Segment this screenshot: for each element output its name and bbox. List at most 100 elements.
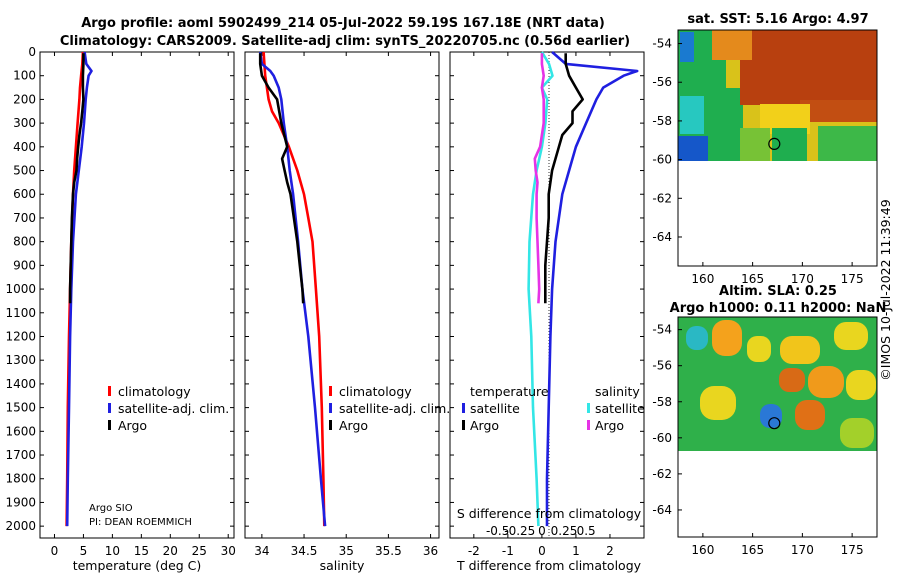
figure-title-line2: Climatology: CARS2009. Satellite-adj cli… [60,34,630,49]
legend-satellite-label: satellite-adj. clim. [339,401,450,416]
legend-t-satellite-marker [462,403,465,413]
series-line-s-argo [533,53,546,304]
x-tick-label: 10 [105,544,120,558]
x-tick-label: -1 [502,544,514,558]
y-tick-label: 1800 [5,472,36,486]
s-tick-label: 0 [538,524,546,538]
salinity-legend: climatology satellite-adj. clim. Argo [329,384,450,433]
legend-argo-marker [329,420,332,430]
credit-line2: PI: DEAN ROEMMICH [89,517,192,528]
y-tick-label: 2000 [5,519,36,533]
salinity-axes [244,51,440,539]
temperature-xlabel: temperature (deg C) [73,558,202,573]
sla-map-title-line2: Argo h1000: 0.11 h2000: NaN [670,301,887,316]
sst-region [800,100,877,122]
y-tick-label: 100 [13,69,36,83]
map-x-tick-label: 170 [791,543,814,557]
sst-heatmap [678,30,877,161]
sla-region [712,320,742,356]
y-tick-label: 1500 [5,401,36,415]
sla-map-ticks: 160 165 170 175 -54 -56 -58 -60 -62 -64 [652,323,863,557]
difference-ticks: -2 -1 0 1 2 -0.5-0.25 0 0.25 0.5 [450,51,644,558]
credit-line1: Argo SIO [89,503,133,514]
y-tick-label: 1400 [5,377,36,391]
s-tick-label: -0.25 [504,524,535,538]
x-tick-label: 0 [538,544,546,558]
legend-climatology-marker [108,386,111,396]
map-y-tick-label: -64 [652,230,672,244]
sla-map-panel: Altim. SLA: 0.25 Argo h1000: 0.11 h2000:… [652,284,886,557]
x-tick-label: 35 [339,544,354,558]
legend-argo-label: Argo [339,418,368,433]
sst-region [680,32,694,62]
temperature-ticks: 0 5 10 15 20 25 300100200300400500600700800900… [5,45,235,558]
y-tick-label: 1600 [5,424,36,438]
y-tick-label: 1700 [5,448,36,462]
x-tick-label: 34 [254,544,269,558]
salinity-lines [258,51,327,527]
x-tick-label: 30 [221,544,236,558]
sla-region [747,336,771,362]
difference-legend: temperature satellite Argo salinity sate… [462,384,645,433]
temperature-panel: 0 5 10 15 20 25 300100200300400500600700800900… [5,45,235,573]
difference-panel: -2 -1 0 1 2 -0.5-0.25 0 0.25 0.5 T difference fr… [449,51,645,573]
sst-map-axes [677,29,878,267]
sla-region [686,326,708,350]
legend-argo-label: Argo [118,418,147,433]
sst-region [818,126,877,161]
y-tick-label: 1000 [5,282,36,296]
sla-region [795,400,825,430]
sst-region [712,30,752,60]
sla-map-title-line1: Altim. SLA: 0.25 [719,284,837,299]
legend-satellite-marker [329,403,332,413]
x-tick-label: 1 [572,544,580,558]
series-line-satellite-adj-clim [65,51,93,527]
map-y-tick-label: -58 [652,114,672,128]
difference-lines [527,51,639,527]
sst-region [772,128,807,161]
temperature-legend: climatology satellite-adj. clim. Argo [108,384,229,433]
legend-t-satellite-label: satellite [470,401,520,416]
difference-axes [449,51,645,539]
map-y-tick-label: -62 [652,191,672,205]
map-y-tick-label: -58 [652,395,672,409]
sst-region [680,96,704,134]
sla-region [840,418,874,448]
sst-map-title: sat. SST: 5.16 Argo: 4.97 [687,12,868,27]
legend-s-argo-label: Argo [595,418,624,433]
legend-s-argo-marker [587,420,590,430]
map-y-tick-label: -64 [652,503,672,517]
map-x-tick-label: 175 [841,272,864,286]
salinity-xlabel: salinity [320,558,365,573]
x-tick-label: 2 [606,544,614,558]
sla-region [780,336,820,364]
legend-climatology-marker [329,386,332,396]
map-y-tick-label: -60 [652,153,672,167]
series-line-t-satellite [545,51,639,527]
s-difference-label: S difference from climatology [457,506,642,521]
series-line-argo [68,53,85,304]
legend-argo-marker [108,420,111,430]
y-tick-label: 1900 [5,495,36,509]
y-tick-label: 500 [13,164,36,178]
sla-map-axes [677,316,878,538]
legend-satellite-marker [108,403,111,413]
sla-region [760,404,782,428]
x-tick-label: 36 [423,544,438,558]
s-tick-label: 0.25 [551,524,578,538]
series-line-climatology [262,51,326,527]
sla-heatmap [678,317,877,451]
s-tick-label: -0.5 [486,524,509,538]
series-line-t-argo [543,53,585,304]
map-x-tick-label: 170 [791,272,814,286]
sst-region [740,128,770,161]
series-line-satellite-adj-clim [258,51,327,527]
series-line-argo [258,53,305,304]
y-tick-label: 700 [13,211,36,225]
imos-watermark: ©IMOS 10-Jul-2022 11:39:49 [878,199,893,380]
sla-region [846,370,876,400]
legend-t-argo-marker [462,420,465,430]
y-tick-label: 200 [13,92,36,106]
x-tick-label: 35.5 [375,544,402,558]
salinity-panel: 34 34.5 35 35.5 36 salinity climatology sate… [244,51,450,573]
